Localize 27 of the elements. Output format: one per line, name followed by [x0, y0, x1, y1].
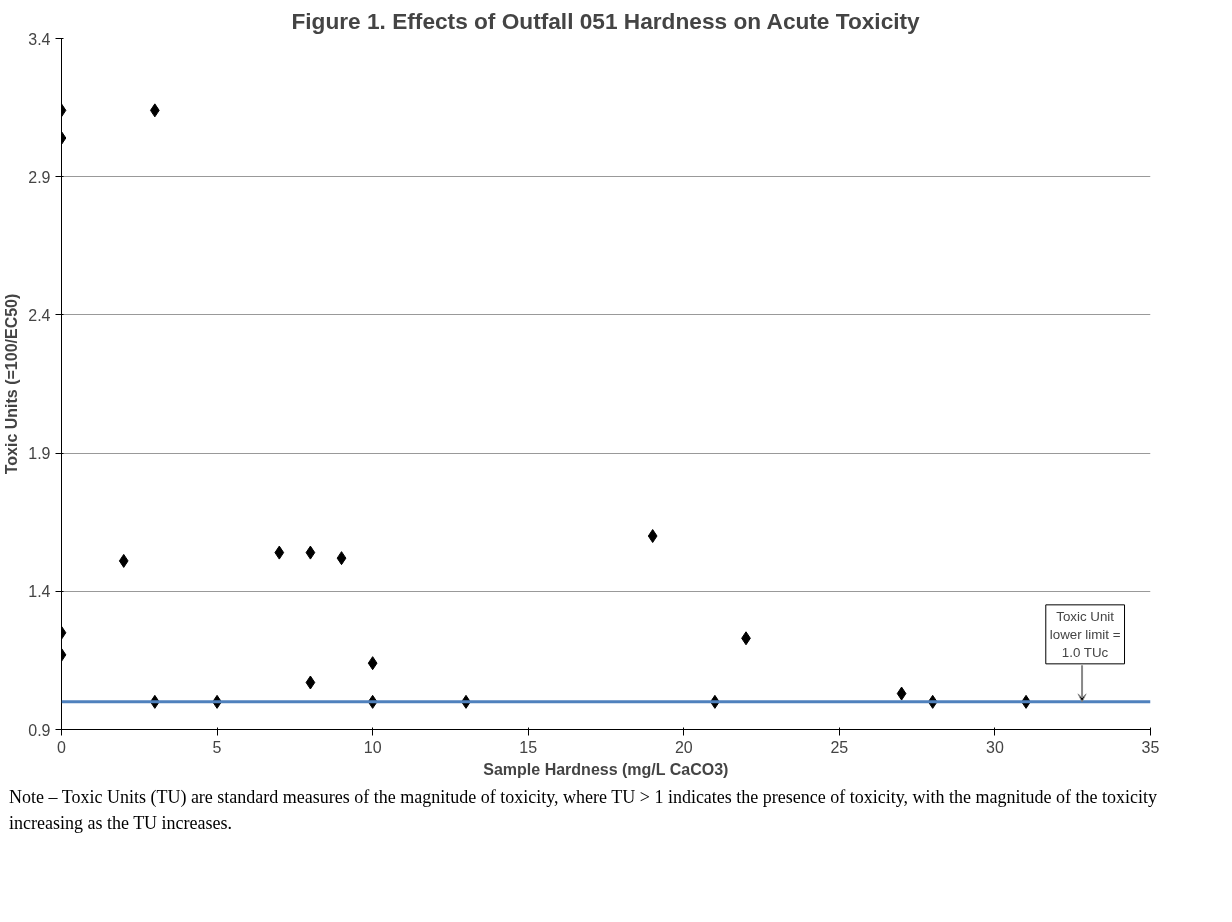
y-axis-title: Toxic Units (=100/EC50) — [3, 293, 21, 475]
x-axis-title: Sample Hardness (mg/L CaCO3) — [483, 760, 729, 778]
x-tick-label: 10 — [363, 738, 382, 756]
point — [336, 551, 347, 566]
point — [896, 686, 907, 701]
y-tick-label: 3.4 — [28, 30, 51, 48]
x-tick-label: 0 — [57, 738, 67, 756]
x-tick-label: 15 — [519, 738, 538, 756]
x-tick-label: 5 — [212, 738, 222, 756]
y-tick-label: 0.9 — [28, 721, 51, 739]
x-tick-label: 25 — [830, 738, 849, 756]
x-tick-label: 35 — [1141, 738, 1160, 756]
point — [118, 553, 129, 568]
point — [647, 529, 658, 544]
x-tick-label: 30 — [986, 738, 1004, 756]
x-tick-label: 20 — [674, 738, 693, 756]
point — [305, 545, 316, 560]
point — [305, 675, 316, 690]
ref-line-label: Toxic Unit lower limit = 1.0 TUc — [1049, 608, 1121, 660]
y-tick-label: 2.4 — [28, 306, 51, 324]
chart-title: Figure 1. Effects of Outfall 051 Hardness on Acute Toxicity — [291, 7, 921, 34]
y-tick-label: 1.4 — [28, 583, 51, 601]
text: Note – Toxic Units (TU) are standard measures of the magnitude of toxicity, where TU > 1 indicates the presence of toxicity, with the magnitude of the toxicity increasing as the TU increases. — [9, 786, 1159, 835]
point — [367, 656, 378, 671]
point — [274, 545, 285, 560]
y-tick-label: 2.9 — [28, 168, 51, 186]
y-tick-label: 1.9 — [28, 445, 51, 463]
